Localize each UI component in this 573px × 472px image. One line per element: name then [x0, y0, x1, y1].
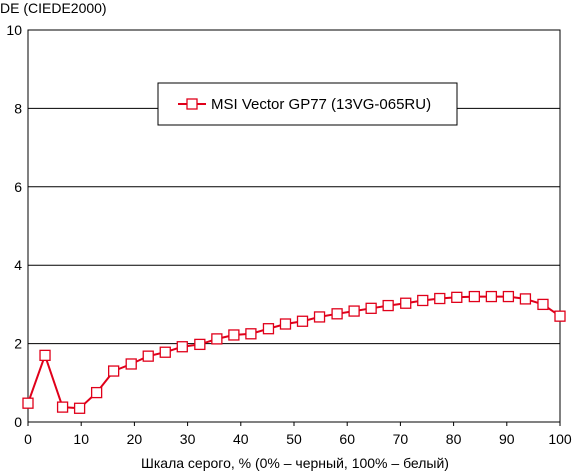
- series-layer: [22, 290, 566, 414]
- data-point: [468, 290, 480, 303]
- data-point: [39, 349, 51, 362]
- x-tick-label: 100: [548, 431, 572, 447]
- data-point: [108, 365, 120, 377]
- y-tick-label: 0: [14, 414, 22, 430]
- data-point: [279, 318, 292, 330]
- data-point: [262, 323, 275, 335]
- data-point: [519, 293, 532, 305]
- y-tick-labels: 0 2 4 6 8 10: [6, 22, 22, 430]
- legend-series-label: MSI Vector GP77 (13VG-065RU): [211, 96, 431, 113]
- series-line: [27, 295, 561, 410]
- x-tick-label: 60: [339, 431, 355, 447]
- data-point: [365, 302, 377, 314]
- data-point: [554, 310, 566, 322]
- data-point: [159, 346, 171, 358]
- data-point: [382, 299, 394, 312]
- y-tick-label: 8: [14, 100, 22, 116]
- y-tick-label: 10: [6, 22, 22, 38]
- x-tick-labels: 0 10 20 30 40 50 60 70 80 90 100: [24, 431, 572, 447]
- data-point: [451, 291, 463, 303]
- legend: MSI Vector GP77 (13VG-065RU): [157, 82, 458, 126]
- x-tick-label: 30: [180, 431, 196, 447]
- y-axis-title: DE (CIEDE2000): [0, 0, 107, 16]
- data-point: [400, 297, 412, 309]
- data-point: [125, 358, 137, 370]
- x-tick-label: 70: [393, 431, 409, 447]
- data-point: [176, 341, 188, 353]
- x-tick-label: 50: [286, 431, 302, 447]
- data-point: [90, 386, 103, 399]
- data-point: [211, 333, 223, 345]
- plot-frame: [27, 29, 561, 423]
- data-point: [142, 350, 154, 362]
- legend-box: [157, 82, 458, 126]
- data-point: [331, 308, 343, 320]
- x-tick-label: 10: [73, 431, 89, 447]
- x-axis-title: Шкала серого, % (0% – черный, 100% – бел…: [141, 455, 449, 471]
- legend-marker-swatch: [186, 98, 198, 110]
- data-point: [502, 290, 515, 303]
- x-tick-label: 20: [127, 431, 143, 447]
- data-point: [56, 401, 69, 413]
- data-point: [22, 397, 34, 409]
- y-tick-label: 2: [14, 336, 22, 352]
- data-point: [245, 328, 257, 340]
- data-point: [485, 290, 498, 303]
- x-tick-label: 80: [446, 431, 462, 447]
- data-point: [296, 315, 309, 327]
- x-tick-label: 90: [499, 431, 515, 447]
- data-point: [348, 305, 360, 317]
- data-point: [228, 329, 240, 341]
- data-point: [434, 292, 446, 305]
- data-point: [313, 311, 326, 323]
- data-point: [73, 402, 86, 414]
- data-point: [417, 294, 429, 307]
- data-point: [194, 338, 206, 351]
- x-tick-label: 0: [24, 431, 32, 447]
- y-tick-label: 6: [14, 179, 22, 195]
- data-point: [537, 298, 549, 311]
- y-tick-label: 4: [14, 257, 22, 273]
- x-tick-label: 40: [233, 431, 249, 447]
